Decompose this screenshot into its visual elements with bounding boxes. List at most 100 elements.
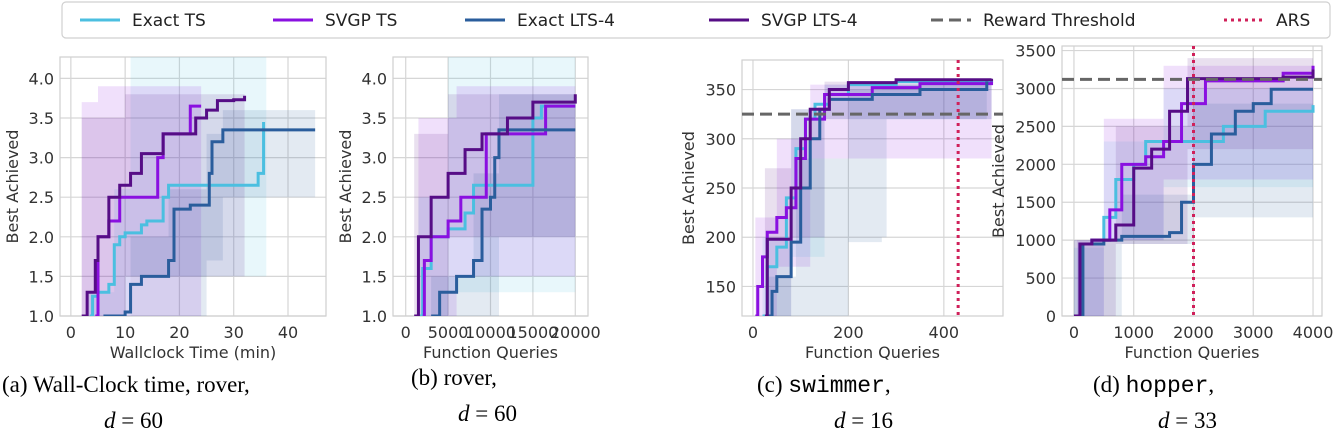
x-tick-label: 200 xyxy=(833,323,864,342)
caption-c-dim: d = 16 xyxy=(834,408,893,434)
legend-item-exact-lts-4: Exact LTS-4 xyxy=(465,11,615,31)
legend-item-svgp-lts-4: SVGP LTS-4 xyxy=(709,11,858,31)
y-tick-label: 2.5 xyxy=(362,188,387,207)
x-tick-label: 4000 xyxy=(1293,323,1334,342)
x-tick-label: 0 xyxy=(66,323,76,342)
band-exact-ts xyxy=(1073,65,1314,316)
plot-area xyxy=(742,60,1003,316)
y-tick-label: 2.0 xyxy=(29,228,54,247)
caption-d-d: d xyxy=(1158,408,1170,433)
caption-c-prefix: (c) xyxy=(757,372,789,397)
plot-area xyxy=(1062,46,1322,316)
y-tick-label: 3.5 xyxy=(362,109,387,128)
caption-b-dim: d = 60 xyxy=(458,401,517,427)
caption-a-dim: d = 60 xyxy=(104,408,163,434)
y-tick-label: 3.0 xyxy=(362,149,387,168)
line-exact-lts-4 xyxy=(103,128,316,316)
caption-d-suffix: , xyxy=(1208,372,1215,397)
caption-a-text: (a) Wall-Clock time, rover, xyxy=(2,372,250,397)
y-axis-label: Best Achieved xyxy=(336,130,355,244)
subplot-a: 0 10 20 30 40 1.0 1.5 2.0 2.5 3.0 3.5 4.0 Wallclock … xyxy=(3,56,327,362)
caption-b-text: (b) rover, xyxy=(411,365,497,390)
y-tick-label: 150 xyxy=(705,277,736,296)
caption-b-d-value: = 60 xyxy=(469,401,517,426)
x-tick-label: 2000 xyxy=(1173,323,1214,342)
y-axis-label: Best Achieved xyxy=(989,124,1008,238)
x-tick-label: 1000 xyxy=(1113,323,1154,342)
x-tick-label: 0 xyxy=(748,323,758,342)
legend-label: ARS xyxy=(1276,11,1310,31)
line-svgp-ts xyxy=(422,104,576,316)
y-tick-label: 1.5 xyxy=(29,267,54,286)
legend-item-reward-threshold: Reward Threshold xyxy=(931,11,1136,31)
line-exact-ts xyxy=(418,104,576,316)
x-tick-label: 20 xyxy=(169,323,189,342)
x-tick-label: 400 xyxy=(929,323,960,342)
y-tick-label: 4.0 xyxy=(29,69,54,88)
band-svgp-lts-4 xyxy=(1073,54,1314,316)
legend-item-svgp-ts: SVGP TS xyxy=(273,11,397,31)
axes-frame xyxy=(392,56,589,317)
caption-c-suffix: , xyxy=(884,372,891,397)
axes-frame xyxy=(741,59,1004,317)
band-svgp-ts xyxy=(418,70,576,316)
y-tick-label: 3.5 xyxy=(29,109,54,128)
x-tick-label: 3000 xyxy=(1233,323,1274,342)
y-tick-label: 3.0 xyxy=(29,149,54,168)
band-exact-lts-4 xyxy=(1073,65,1314,316)
y-tick-label: 2.0 xyxy=(362,228,387,247)
band-svgp-ts xyxy=(81,86,202,316)
x-tick-label: 40 xyxy=(278,323,298,342)
caption-c-d: d xyxy=(834,408,846,433)
x-tick-label: 10 xyxy=(115,323,135,342)
caption-b-d: d xyxy=(458,401,470,426)
line-svgp-ts xyxy=(755,81,994,316)
band-svgp-ts xyxy=(1076,58,1314,316)
legend: Exact TS SVGP TS Exact LTS-4 SVGP LTS-4 Rewa… xyxy=(61,1,1331,39)
x-axis-label: Function Queries xyxy=(423,343,558,362)
legend-box xyxy=(61,1,1331,39)
y-tick-label: 2000 xyxy=(1015,155,1056,174)
y-axis-label: Best Achieved xyxy=(3,130,22,244)
y-tick-label: 2.5 xyxy=(29,188,54,207)
x-tick-label: 10000 xyxy=(465,323,516,342)
caption-a-d: d xyxy=(104,408,116,433)
legend-label: SVGP LTS-4 xyxy=(761,11,858,31)
y-tick-label: 2500 xyxy=(1015,117,1056,136)
caption-d-env: hopper xyxy=(1125,373,1209,399)
caption-b: (b) rover, xyxy=(411,365,497,391)
x-tick-label: 30 xyxy=(224,323,244,342)
caption-a: (a) Wall-Clock time, rover, xyxy=(2,372,250,398)
legend-item-exact-ts: Exact TS xyxy=(80,11,206,31)
caption-d-d-value: = 33 xyxy=(1169,408,1217,433)
caption-d-dim: d = 33 xyxy=(1158,408,1217,434)
y-tick-label: 4.0 xyxy=(362,69,387,88)
x-tick-label: 15000 xyxy=(507,323,558,342)
x-axis-label: Wallclock Time (min) xyxy=(110,343,277,362)
band-svgp-lts-4 xyxy=(764,76,992,316)
line-exact-ts xyxy=(89,121,266,316)
line-svgp-lts-4 xyxy=(764,78,994,316)
line-svgp-lts-4 xyxy=(81,95,247,316)
subplot-c: 0 200 400 150 200 250 300 350 Function Queries Be… xyxy=(679,59,1004,362)
y-tick-label: 200 xyxy=(705,228,736,247)
x-tick-label: 20000 xyxy=(550,323,601,342)
y-tick-label: 1500 xyxy=(1015,193,1056,212)
band-exact-lts-4 xyxy=(98,106,316,316)
legend-item-ars: ARS xyxy=(1224,11,1310,31)
legend-label: Exact LTS-4 xyxy=(517,11,615,31)
caption-d-prefix: (d) xyxy=(1093,372,1126,397)
y-tick-label: 300 xyxy=(705,130,736,149)
caption-a-d-value: = 60 xyxy=(115,408,163,433)
line-exact-lts-4 xyxy=(431,128,576,316)
subplot-d: 0 1000 2000 3000 4000 0 500 1000 1500 2000 2500 300… xyxy=(989,42,1333,362)
legend-label: Exact TS xyxy=(132,11,206,31)
caption-c: (c) swimmer, xyxy=(757,372,891,399)
plot-area xyxy=(81,57,316,316)
caption-c-env: swimmer xyxy=(788,373,885,399)
x-tick-label: 0 xyxy=(1069,323,1079,342)
y-tick-label: 1.5 xyxy=(362,267,387,286)
